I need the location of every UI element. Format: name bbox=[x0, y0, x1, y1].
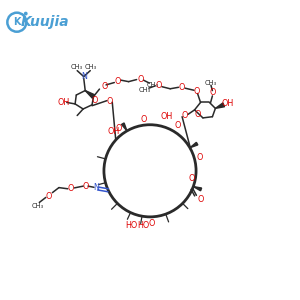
Text: O: O bbox=[140, 115, 147, 124]
Text: CH₃: CH₃ bbox=[32, 203, 44, 209]
Text: OH: OH bbox=[160, 112, 173, 121]
Polygon shape bbox=[215, 103, 224, 108]
Text: CH₃: CH₃ bbox=[139, 87, 151, 93]
Text: K: K bbox=[13, 17, 21, 27]
Polygon shape bbox=[122, 123, 127, 131]
Text: CH₃: CH₃ bbox=[85, 64, 97, 70]
Text: O: O bbox=[197, 195, 203, 204]
Text: N: N bbox=[93, 183, 99, 192]
Text: O: O bbox=[194, 87, 200, 96]
Text: HO: HO bbox=[137, 221, 149, 230]
Text: O: O bbox=[189, 174, 195, 183]
Text: O: O bbox=[107, 97, 113, 106]
Text: O: O bbox=[82, 182, 89, 190]
Polygon shape bbox=[193, 187, 202, 191]
Text: O: O bbox=[116, 124, 122, 133]
Text: O: O bbox=[209, 88, 216, 98]
Text: Kuujia: Kuujia bbox=[21, 15, 70, 29]
Text: O: O bbox=[101, 82, 107, 91]
Text: O: O bbox=[182, 111, 188, 120]
Text: O: O bbox=[115, 77, 121, 86]
Text: OH: OH bbox=[222, 99, 234, 108]
Text: O: O bbox=[178, 83, 185, 92]
Text: O: O bbox=[197, 153, 203, 162]
Polygon shape bbox=[190, 142, 198, 148]
Text: OH: OH bbox=[107, 127, 119, 136]
Text: OH: OH bbox=[57, 98, 69, 106]
Text: HO: HO bbox=[125, 221, 138, 230]
Text: N: N bbox=[81, 72, 87, 81]
Text: CH₃: CH₃ bbox=[204, 80, 216, 85]
Text: O: O bbox=[46, 192, 52, 201]
Text: O: O bbox=[155, 81, 161, 90]
Polygon shape bbox=[85, 91, 95, 98]
Text: O: O bbox=[92, 96, 98, 105]
Text: CH₃: CH₃ bbox=[70, 64, 82, 70]
Text: O: O bbox=[68, 184, 74, 193]
Text: O: O bbox=[195, 110, 201, 119]
Circle shape bbox=[25, 12, 27, 15]
Text: CH₃: CH₃ bbox=[147, 82, 159, 88]
Text: O: O bbox=[174, 121, 181, 130]
Text: O: O bbox=[148, 219, 155, 228]
Text: O: O bbox=[137, 75, 144, 84]
